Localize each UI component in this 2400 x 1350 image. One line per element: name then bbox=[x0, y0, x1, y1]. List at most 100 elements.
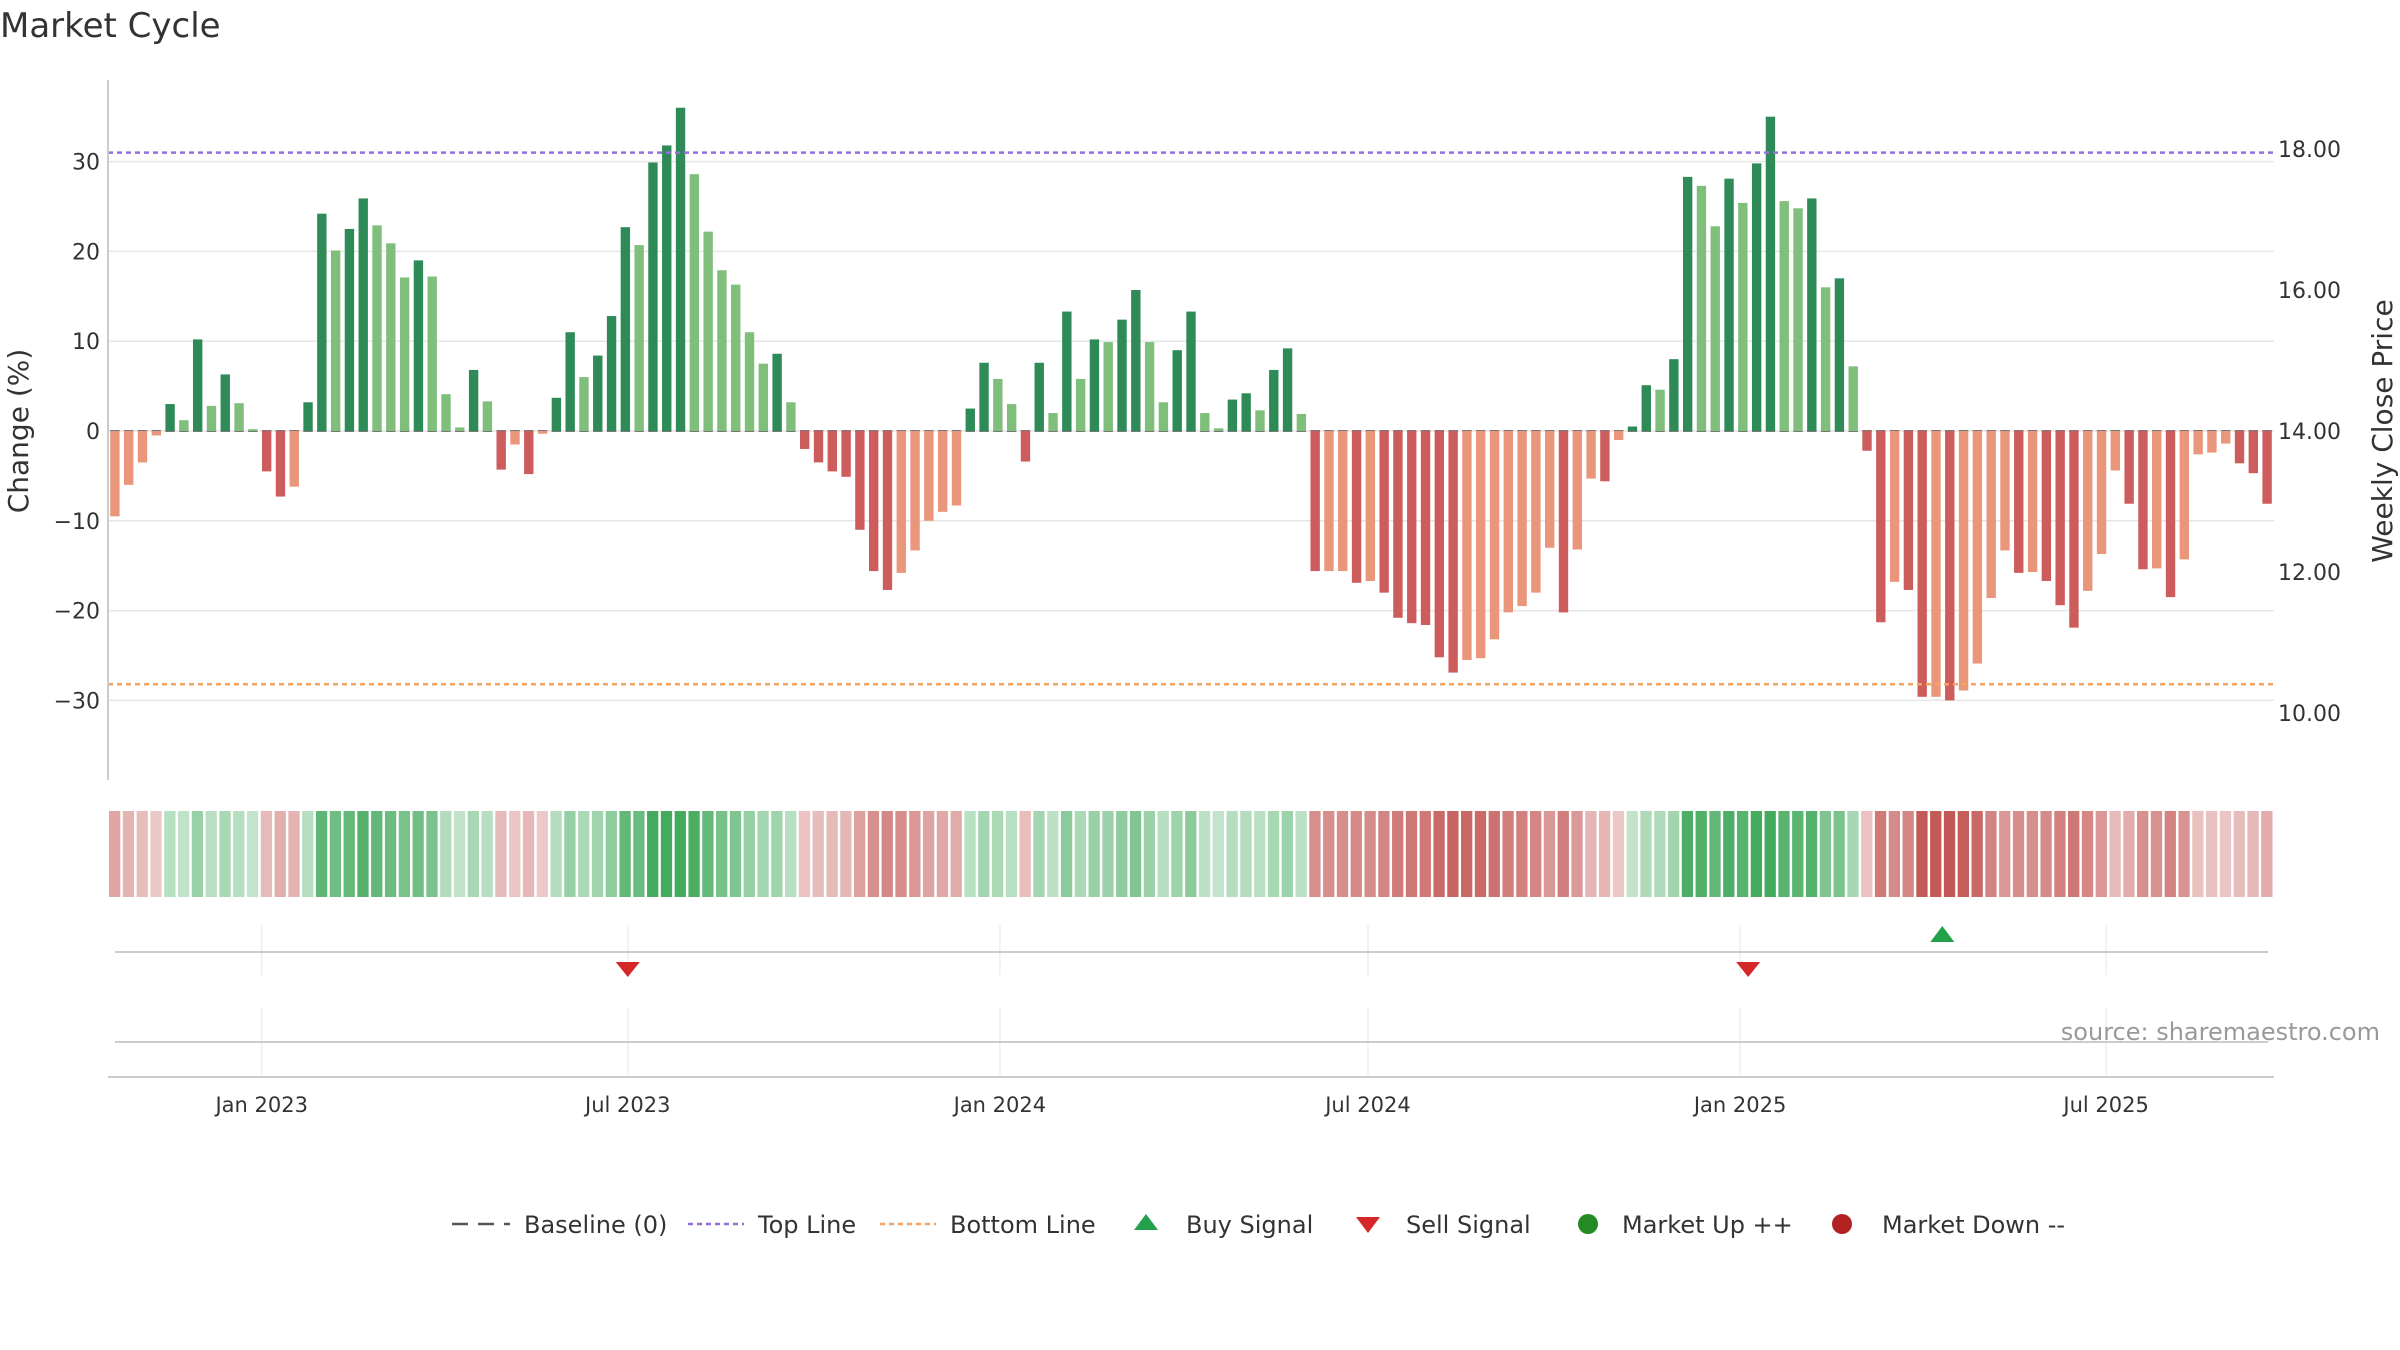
heat-cell bbox=[895, 811, 907, 897]
change-bar bbox=[606, 316, 617, 431]
sell-signal-marker bbox=[615, 962, 640, 977]
change-bar bbox=[1420, 431, 1431, 625]
change-bar bbox=[579, 377, 589, 431]
heat-cell bbox=[2261, 811, 2273, 897]
heat-cell bbox=[2026, 811, 2038, 897]
heat-cell bbox=[840, 811, 852, 897]
change-bar bbox=[2193, 431, 2203, 455]
change-bar bbox=[717, 270, 727, 431]
heat-cell bbox=[1709, 811, 1721, 897]
heat-cell bbox=[2123, 811, 2135, 897]
legend-label: Market Up ++ bbox=[1622, 1211, 1793, 1239]
change-bar bbox=[1682, 176, 1693, 431]
heat-cell bbox=[302, 811, 314, 897]
heat-cell bbox=[1654, 811, 1666, 897]
change-bar bbox=[248, 429, 258, 431]
change-bar bbox=[441, 394, 451, 431]
change-bar bbox=[1310, 431, 1320, 572]
change-bar bbox=[1144, 342, 1155, 431]
heat-cell bbox=[1750, 811, 1763, 897]
change-bar bbox=[620, 227, 631, 431]
heat-cell bbox=[1405, 811, 1418, 897]
heat-cell bbox=[2247, 811, 2259, 897]
heat-cell bbox=[329, 811, 342, 897]
change-bar bbox=[882, 431, 893, 590]
change-bar bbox=[110, 431, 120, 517]
heat-cell bbox=[1060, 811, 1073, 897]
y-tick-label: −20 bbox=[54, 600, 100, 625]
legend-item-bottom[interactable]: Bottom Line bbox=[880, 1211, 1096, 1239]
heat-cell bbox=[936, 811, 949, 897]
change-bar bbox=[124, 431, 134, 485]
date-tick-label: Jan 2023 bbox=[213, 1093, 308, 1117]
heat-cell bbox=[1047, 811, 1059, 897]
change-bar bbox=[1751, 163, 1762, 431]
change-bar bbox=[1531, 431, 1541, 593]
y2-tick-label: 16.00 bbox=[2278, 279, 2341, 304]
heat-cell bbox=[2150, 811, 2163, 897]
change-bar bbox=[1820, 287, 1831, 431]
change-bar bbox=[896, 431, 906, 573]
heat-cell bbox=[2012, 811, 2025, 897]
change-bar bbox=[1200, 413, 1210, 431]
date-axis: Jan 2023 Jul 2023 Jan 2024 Jul 2024 Jan 2025… bbox=[108, 1076, 2274, 1117]
change-bar bbox=[1710, 226, 1720, 431]
heat-cell bbox=[219, 811, 231, 897]
heat-cell bbox=[1088, 811, 1100, 897]
legend-item-down[interactable]: Market Down -- bbox=[1832, 1211, 2065, 1239]
heat-cell bbox=[1392, 811, 1404, 897]
heat-cell bbox=[909, 811, 921, 897]
heat-cell bbox=[1571, 811, 1583, 897]
change-bar bbox=[1586, 431, 1596, 479]
heat-cell bbox=[564, 811, 576, 897]
heat-cell bbox=[371, 811, 383, 897]
heat-cell bbox=[1419, 811, 1431, 897]
heat-cell bbox=[536, 811, 548, 897]
change-bar bbox=[758, 363, 769, 431]
heat-cell bbox=[1461, 811, 1473, 897]
date-tick-label: Jan 2024 bbox=[952, 1093, 1047, 1117]
change-bar bbox=[2165, 431, 2176, 598]
buy-signal-marker bbox=[1930, 926, 1955, 942]
change-bar bbox=[1103, 342, 1113, 431]
change-bar bbox=[261, 431, 272, 472]
heat-cell bbox=[757, 811, 769, 897]
heat-cell bbox=[343, 811, 355, 897]
change-bar bbox=[220, 374, 230, 431]
heat-cell bbox=[578, 811, 590, 897]
heat-cell bbox=[2068, 811, 2080, 897]
heat-cell bbox=[1902, 811, 1914, 897]
legend-item-up[interactable]: Market Up ++ bbox=[1578, 1211, 1793, 1239]
change-bar bbox=[1089, 339, 1100, 431]
reference-lines bbox=[108, 151, 2274, 686]
heat-cell bbox=[2164, 811, 2176, 897]
legend[interactable]: Baseline (0) Top Line Bottom Line Buy Signa… bbox=[452, 1211, 2065, 1239]
change-bar bbox=[1655, 389, 1665, 431]
change-bar bbox=[151, 431, 161, 436]
change-bar bbox=[468, 369, 479, 431]
bars-layer bbox=[110, 107, 2272, 701]
change-bar bbox=[289, 431, 299, 487]
heat-cell bbox=[467, 811, 479, 897]
change-bar bbox=[951, 431, 962, 506]
heat-cell bbox=[605, 811, 617, 897]
legend-item-baseline[interactable]: Baseline (0) bbox=[452, 1211, 667, 1239]
change-bar bbox=[372, 225, 382, 431]
heat-cell bbox=[1447, 811, 1459, 897]
chart-title: Market Cycle bbox=[0, 6, 221, 46]
heat-cell bbox=[853, 811, 866, 897]
legend-item-buy[interactable]: Buy Signal bbox=[1134, 1211, 1313, 1239]
heat-cell bbox=[674, 811, 686, 897]
heat-cell bbox=[1240, 811, 1252, 897]
heat-cell bbox=[1598, 811, 1611, 897]
y-tick-label: 30 bbox=[72, 151, 100, 176]
legend-item-sell[interactable]: Sell Signal bbox=[1356, 1211, 1531, 1239]
change-bar bbox=[593, 355, 603, 431]
heat-cell bbox=[2219, 811, 2232, 897]
heat-cell bbox=[2081, 811, 2094, 897]
change-bar bbox=[330, 250, 341, 431]
legend-item-top[interactable]: Top Line bbox=[688, 1211, 856, 1239]
change-bar bbox=[1807, 198, 1817, 431]
heat-cell bbox=[647, 811, 659, 897]
y-tick-label: −10 bbox=[54, 510, 100, 535]
